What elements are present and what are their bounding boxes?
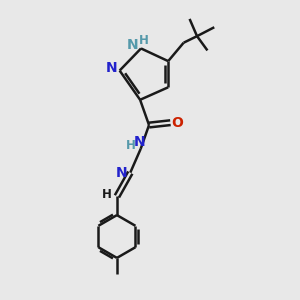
Text: N: N xyxy=(127,38,139,52)
Text: H: H xyxy=(102,188,112,200)
Text: N: N xyxy=(134,135,145,149)
Text: N: N xyxy=(106,61,117,75)
Text: H: H xyxy=(126,139,136,152)
Text: N: N xyxy=(116,166,128,180)
Text: O: O xyxy=(171,116,183,130)
Text: H: H xyxy=(139,34,149,46)
